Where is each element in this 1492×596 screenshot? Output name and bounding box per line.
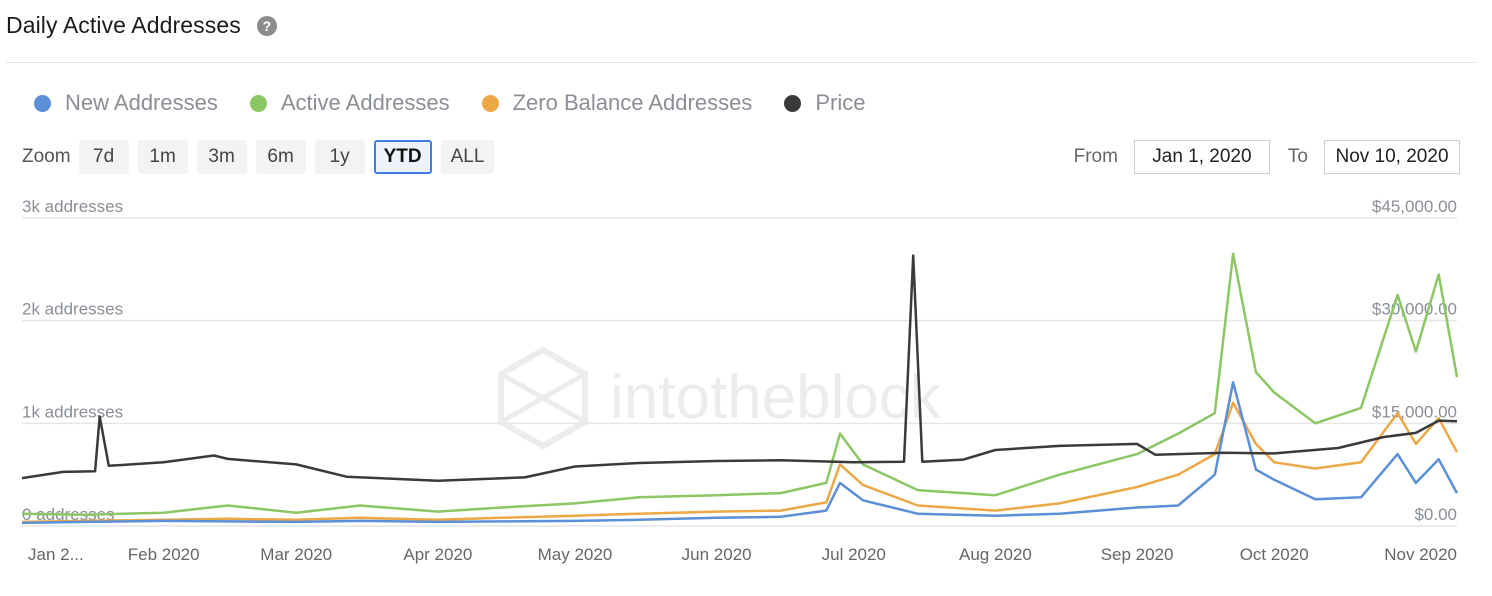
zoom-1m-button[interactable]: 1m (137, 140, 188, 174)
header-divider (6, 62, 1476, 63)
y-left-tick-label: 2k addresses (22, 300, 123, 319)
to-label: To (1287, 146, 1308, 167)
legend-item-new-addresses[interactable]: New Addresses (34, 90, 218, 116)
y-left-tick-label: 3k addresses (22, 197, 123, 216)
zoom-6m-button[interactable]: 6m (255, 140, 306, 174)
x-tick-label: Apr 2020 (403, 545, 472, 564)
question-circle-icon[interactable]: ? (256, 15, 277, 36)
legend-label: Price (815, 90, 866, 115)
watermark-text: intotheblock (610, 363, 942, 432)
legend-dot-icon (481, 94, 499, 112)
x-tick-label: Oct 2020 (1240, 545, 1309, 564)
x-tick-label: Feb 2020 (128, 545, 200, 564)
y-right-tick-label: $15,000.00 (1372, 402, 1457, 421)
zoom-all-button[interactable]: ALL (440, 140, 495, 174)
zoom-7d-button[interactable]: 7d (78, 140, 129, 174)
x-tick-label: Nov 2020 (1384, 545, 1457, 564)
zoom-1y-button[interactable]: 1y (314, 140, 365, 174)
x-tick-label: Sep 2020 (1101, 545, 1174, 564)
series-line-price[interactable] (21, 254, 1458, 483)
legend-item-price[interactable]: Price (784, 90, 865, 116)
legend-dot-icon (784, 94, 802, 112)
grid-lines (22, 217, 1457, 527)
series-line-active-addresses[interactable] (21, 252, 1459, 516)
y-right-tick-label: $45,000.00 (1372, 197, 1457, 216)
chart-header: Daily Active Addresses ? (6, 12, 277, 39)
y-right-tick-label: $30,000.00 (1372, 300, 1457, 319)
legend-dot-icon (34, 94, 51, 112)
series-lines (21, 252, 1459, 525)
chart-legend: New Addresses Active Addresses Zero Bala… (34, 90, 897, 116)
watermark-logo: intotheblock (498, 346, 942, 450)
x-tick-label: Jan 2... (28, 545, 84, 564)
zoom-label: Zoom (22, 146, 71, 167)
legend-item-active-addresses[interactable]: Active Addresses (249, 90, 450, 116)
zoom-controls: Zoom 7d 1m 3m 6m 1y YTD ALL (22, 140, 503, 174)
date-range: From To (1074, 140, 1460, 174)
x-tick-label: May 2020 (538, 545, 613, 564)
from-label: From (1073, 146, 1118, 167)
x-tick-label: Jun 2020 (682, 545, 752, 564)
legend-label: Active Addresses (280, 90, 450, 115)
legend-label: New Addresses (65, 90, 218, 115)
zoom-ytd-button[interactable]: YTD (373, 140, 432, 174)
legend-label: Zero Balance Addresses (512, 90, 753, 115)
to-date-input[interactable] (1324, 140, 1460, 174)
y-right-tick-label: $0.00 (1414, 505, 1457, 524)
legend-dot-icon (249, 94, 267, 112)
series-line-zero-balance-addresses[interactable] (21, 401, 1459, 524)
y-left-tick-label: 1k addresses (22, 402, 123, 421)
legend-item-zero-balance-addresses[interactable]: Zero Balance Addresses (481, 90, 753, 116)
x-tick-label: Mar 2020 (260, 545, 332, 564)
x-tick-label: Aug 2020 (959, 545, 1032, 564)
series-line-new-addresses[interactable] (21, 381, 1459, 525)
x-tick-label: Jul 2020 (822, 545, 886, 564)
zoom-3m-button[interactable]: 3m (196, 140, 247, 174)
from-date-input[interactable] (1133, 140, 1270, 174)
page-title: Daily Active Addresses (6, 12, 241, 38)
